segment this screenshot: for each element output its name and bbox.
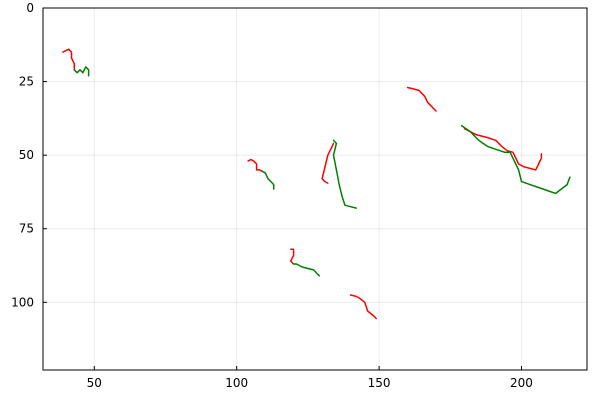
trajectory-line-6 [332, 139, 358, 209]
trajectory-line-3 [247, 158, 264, 173]
y-tick-label: 0 [26, 1, 34, 15]
series-layer [62, 48, 571, 320]
x-tick-label: 50 [87, 376, 102, 390]
trajectory-line-7 [290, 248, 295, 265]
y-tick-label: 25 [19, 75, 34, 89]
y-tick-label: 75 [19, 222, 34, 236]
x-tick-label: 100 [225, 376, 248, 390]
trajectory-line-8 [292, 263, 321, 277]
trajectory-line-9 [349, 294, 377, 320]
trajectory-line-1 [62, 48, 76, 71]
y-tick-label: 100 [11, 295, 34, 309]
trajectory-line-4 [261, 170, 275, 190]
trajectory-line-5 [321, 142, 335, 184]
tick-layer: 50 100 150 200 0 25 50 75 100 [11, 1, 533, 390]
x-tick-label: 200 [510, 376, 533, 390]
plot-frame [42, 7, 588, 371]
x-tick-label: 150 [368, 376, 391, 390]
trajectory-line-12 [460, 124, 571, 195]
trajectory-line-10 [406, 86, 437, 112]
grid-layer [43, 7, 587, 370]
trajectory-line-11 [463, 127, 543, 171]
y-tick-label: 50 [19, 148, 34, 162]
trajectory-line-2 [73, 66, 90, 77]
